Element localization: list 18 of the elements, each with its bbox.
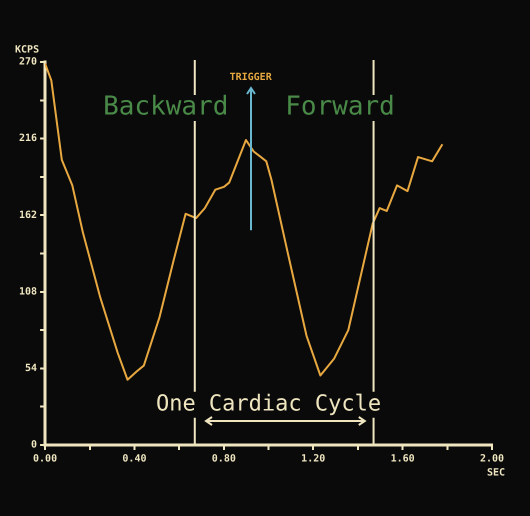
y-tick-label: 108 — [19, 286, 38, 298]
x-tick-label: 0.00 — [33, 454, 58, 465]
x-tick-label: 1.60 — [390, 454, 415, 465]
x-tick-label: 1.20 — [301, 454, 326, 465]
x-axis-title: SEC — [486, 468, 506, 479]
annotation: One Cardiac Cycle — [156, 392, 382, 417]
y-tick-label: 54 — [25, 362, 38, 374]
annotation: TRIGGER — [230, 72, 273, 83]
x-tick-label: 0.40 — [122, 454, 146, 465]
y-tick-label: 270 — [19, 56, 38, 68]
x-tick-label: 2.00 — [480, 454, 504, 465]
x-tick-label: 0.80 — [212, 454, 236, 465]
y-axis-title: KCPS — [15, 44, 40, 56]
annotation: Forward — [285, 92, 395, 122]
annotation: Backward — [103, 92, 228, 122]
y-tick-label: 162 — [19, 210, 38, 221]
y-tick-label: 216 — [19, 133, 38, 144]
y-tick-label: 0 — [31, 440, 38, 451]
